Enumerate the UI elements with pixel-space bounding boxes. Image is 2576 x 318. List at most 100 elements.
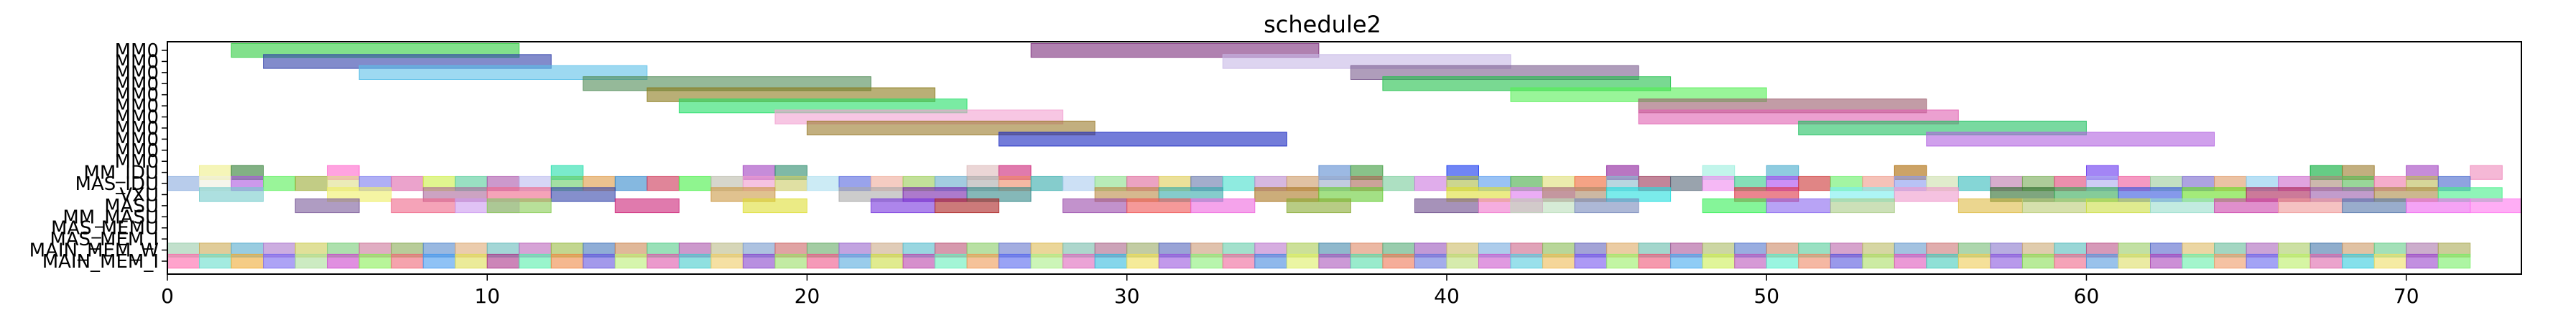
task-bar-276 xyxy=(1382,253,1415,269)
task-bar-257 xyxy=(774,253,807,269)
task-bar-45 xyxy=(391,176,424,191)
task-bar-263 xyxy=(966,253,1000,269)
x-tick-label-7: 70 xyxy=(2394,284,2419,308)
task-bar-165 xyxy=(2470,198,2522,214)
x-tick-label-4: 40 xyxy=(1434,284,1460,308)
task-bar-153 xyxy=(1574,198,1639,214)
task-bar-141 xyxy=(486,198,552,214)
task-bar-143 xyxy=(742,198,807,214)
task-bar-289 xyxy=(1798,253,1831,269)
task-bar-52 xyxy=(614,176,648,191)
y-tick-label-17: MAS_MEM_I xyxy=(50,229,159,250)
x-tick-label-0: 0 xyxy=(161,284,174,308)
task-bar-242 xyxy=(295,253,328,269)
task-bar-281 xyxy=(1542,253,1575,269)
y-tick-label-8: MM0 xyxy=(115,129,159,150)
task-bar-267 xyxy=(1094,253,1128,269)
task-bar-249 xyxy=(519,253,552,269)
task-bar-290 xyxy=(1830,253,1863,269)
task-bar-17 xyxy=(1926,132,2215,147)
y-tick-label-15: MM_MASU xyxy=(62,206,159,228)
task-bar-246 xyxy=(422,253,456,269)
y-tick-label-5: MM0 xyxy=(115,96,159,117)
y-tick-label-9: MM0 xyxy=(115,140,159,162)
y-tick-label-4: MM0 xyxy=(115,85,159,106)
task-bar-76 xyxy=(1382,176,1415,191)
y-tick-label-1: MM0 xyxy=(115,51,159,73)
task-bar-144 xyxy=(871,198,935,214)
bars-layer xyxy=(167,42,2522,269)
task-bar-85 xyxy=(1670,176,1703,191)
task-bar-71 xyxy=(1222,176,1256,191)
task-bar-269 xyxy=(1158,253,1192,269)
task-bar-248 xyxy=(486,253,520,269)
task-bar-238 xyxy=(167,253,200,269)
task-bar-146 xyxy=(1062,198,1128,214)
task-bar-239 xyxy=(199,253,232,269)
task-bar-86 xyxy=(1702,176,1736,191)
task-bar-163 xyxy=(2342,198,2407,214)
y-tick-label-18: MAIN_MEM_W xyxy=(29,240,159,262)
task-bar-244 xyxy=(358,253,392,269)
task-bar-304 xyxy=(2278,253,2311,269)
task-bar-251 xyxy=(583,253,616,269)
x-tick-label-5: 50 xyxy=(1753,284,1779,308)
task-bar-298 xyxy=(2086,253,2119,269)
task-bar-297 xyxy=(2054,253,2087,269)
task-bar-157 xyxy=(1958,198,2023,214)
task-bar-285 xyxy=(1670,253,1703,269)
x-tick-label-6: 60 xyxy=(2074,284,2100,308)
task-bar-160 xyxy=(2150,198,2215,214)
task-bar-286 xyxy=(1702,253,1736,269)
y-tick-label-7: MM0 xyxy=(115,118,159,140)
task-bar-307 xyxy=(2373,253,2407,269)
task-bar-256 xyxy=(742,253,776,269)
y-tick-label-11: MM_IDU xyxy=(83,163,159,184)
task-bar-247 xyxy=(455,253,488,269)
task-bar-309 xyxy=(2437,253,2471,269)
task-bar-295 xyxy=(1990,253,2023,269)
task-bar-94 xyxy=(1958,176,1991,191)
task-bar-275 xyxy=(1350,253,1384,269)
task-bar-288 xyxy=(1766,253,1799,269)
task-bar-155 xyxy=(1766,198,1831,214)
task-bar-292 xyxy=(1894,253,1927,269)
task-bar-305 xyxy=(2309,253,2343,269)
task-bar-89 xyxy=(1798,176,1831,191)
task-bar-154 xyxy=(1702,198,1767,214)
task-bar-253 xyxy=(647,253,680,269)
task-bar-57 xyxy=(774,176,807,191)
task-bar-299 xyxy=(2118,253,2151,269)
task-bar-129 xyxy=(1894,187,1959,202)
task-bar-278 xyxy=(1446,253,1479,269)
task-bar-270 xyxy=(1190,253,1223,269)
y-tick-label-0: MM0 xyxy=(115,40,159,62)
y-tick-label-16: MAS_MEMU xyxy=(51,218,159,240)
task-bar-16 xyxy=(999,132,1287,147)
task-bar-65 xyxy=(1030,176,1064,191)
task-bar-36 xyxy=(2470,165,2503,180)
y-tick-label-2: MM0 xyxy=(115,63,159,84)
task-bar-38 xyxy=(167,176,200,191)
task-bar-266 xyxy=(1062,253,1095,269)
task-bar-282 xyxy=(1574,253,1608,269)
y-tick-label-13: VXU xyxy=(119,185,159,206)
task-bar-145 xyxy=(935,198,1000,214)
task-bar-162 xyxy=(2278,198,2343,214)
task-bar-150 xyxy=(1414,198,1479,214)
task-bar-287 xyxy=(1734,253,1767,269)
task-bar-284 xyxy=(1638,253,1672,269)
y-tick-label-19: MAIN_MEM_I xyxy=(42,251,159,273)
task-bar-14 xyxy=(807,120,1095,136)
task-bar-302 xyxy=(2214,253,2247,269)
task-bar-293 xyxy=(1926,253,1959,269)
task-bar-268 xyxy=(1126,253,1159,269)
x-tick-label-1: 10 xyxy=(474,284,500,308)
task-bar-264 xyxy=(999,253,1032,269)
task-bar-274 xyxy=(1318,253,1351,269)
task-bar-252 xyxy=(614,253,648,269)
task-bar-148 xyxy=(1190,198,1256,214)
task-bar-273 xyxy=(1286,253,1320,269)
